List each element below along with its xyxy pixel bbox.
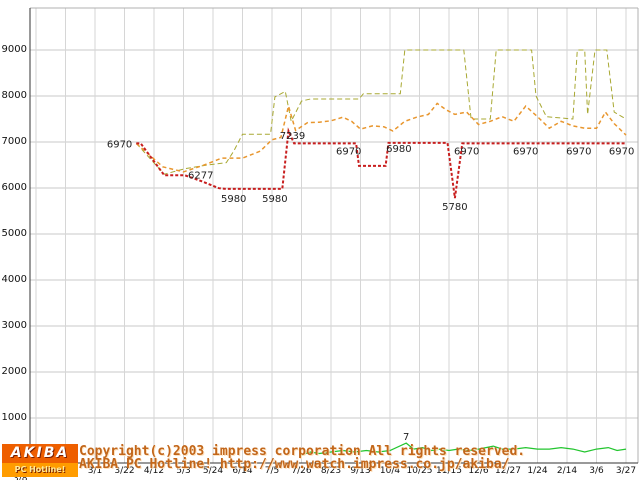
x-axis-label: 11/15 [436,466,462,476]
value-label: 5980 [262,194,287,205]
x-axis-label: 3/22 [114,466,135,476]
x-axis-label: 3/27 [615,466,637,476]
x-axis-label: 12/27 [495,466,521,476]
value-label: 6970 [336,146,361,157]
y-axis-label: 6000 [1,182,27,193]
x-axis-label: 1/24 [527,466,548,476]
value-label: 6277 [188,170,213,181]
y-axis-label: 1000 [1,412,27,423]
value-label: 5980 [221,194,246,205]
x-axis-label: 3/1 [87,466,103,476]
x-axis-label: 4/12 [143,466,165,476]
x-axis-label: 5/24 [202,466,224,476]
x-axis-label: 7/5 [264,466,280,476]
x-axis-label: 7/26 [291,466,312,476]
y-axis-label: 8000 [1,90,27,101]
x-axis-label: 10/25 [406,466,433,476]
akiba-logo-subtext: PC Hotline! [2,463,78,477]
value-label: 7 [403,432,409,443]
y-axis-label: 4000 [1,274,27,285]
x-axis-secondary-label: 3/8 [13,474,28,480]
value-label: 5780 [442,202,467,213]
y-axis-label: 9000 [1,44,27,55]
x-axis-label: 12/6 [468,466,489,476]
y-axis-label: 5000 [1,228,27,239]
x-axis-label: 10/4 [379,466,401,476]
x-axis-label: 9/13 [350,466,371,476]
y-axis-label: 2000 [1,366,27,377]
series-average-price [135,102,627,173]
value-label: 6970 [609,146,634,157]
value-label: 6970 [107,139,132,150]
x-axis-label: 8/23 [320,466,342,476]
y-axis-label: 7000 [1,136,27,147]
copyright-text: Copyright(c)2003 impress corporation All… [79,444,526,459]
series-shop-count [301,442,627,456]
value-label: 7239 [280,131,305,142]
value-label: 6970 [454,146,479,157]
akiba-logo: AKIBA PC Hotline! [2,444,78,477]
x-axis-label: 6/14 [232,466,253,476]
data-value-labels: 6970 6277 5980 5980 7239 6970 6980 5780 6970 6970… [107,131,634,443]
akiba-logo-text: AKIBA [2,444,78,463]
y-axis-label: 3000 [1,320,27,331]
series-highest-price [135,49,627,175]
value-label: 6970 [513,146,538,157]
value-label: 6980 [386,144,411,155]
value-label: 6970 [566,146,591,157]
x-axis-label: 3/6 [589,466,604,476]
x-axis-label: 2/14 [556,466,578,476]
series-lowest-price [136,127,626,199]
x-axis-label: 5/3 [176,466,191,476]
plot-border [29,7,639,464]
gridlines [30,8,638,463]
site-url-text: AKIBA PC Hotline! http://www.watch.impre… [79,457,510,472]
